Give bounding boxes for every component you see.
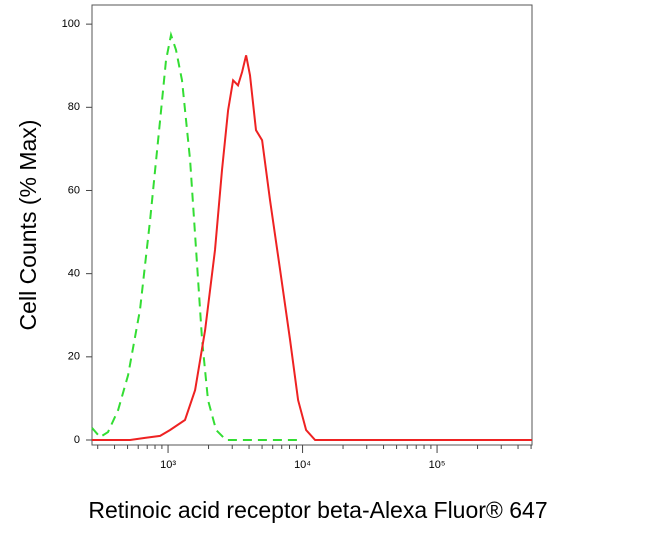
x-tick-label: 10³	[160, 459, 176, 471]
y-tick-label: 20	[68, 351, 80, 363]
histogram-line	[91, 30, 300, 441]
y-tick-label: 100	[62, 18, 80, 30]
plot-frame	[91, 4, 533, 446]
y-tick-label: 40	[68, 268, 80, 280]
y-axis-title: Cell Counts (% Max)	[15, 120, 41, 331]
x-tick-label: 10⁵	[429, 459, 446, 471]
y-tick-label: 80	[68, 101, 80, 113]
x-axis-title: Retinoic acid receptor beta-Alexa Fluor®…	[88, 497, 547, 523]
x-tick-label: 10⁴	[294, 459, 311, 471]
y-tick-label: 60	[68, 184, 80, 196]
y-tick-label: 0	[74, 434, 80, 446]
histogram-line	[92, 55, 532, 441]
